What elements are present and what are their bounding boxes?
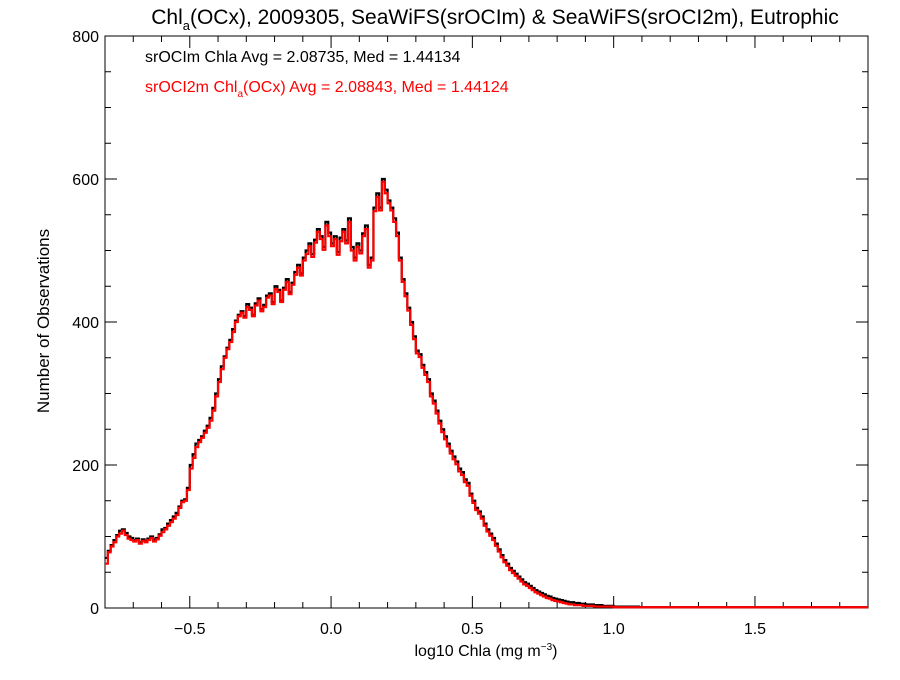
x-tick-label: 1.0 <box>603 621 625 638</box>
chart-title-sub: a <box>183 18 191 33</box>
x-tick-label: 0.0 <box>320 621 342 638</box>
chart-title-prefix: Chl <box>151 6 183 29</box>
chart-title: Chla(OCx), 2009305, SeaWiFS(srOCIm) & Se… <box>151 6 839 33</box>
x-axis-ticks: −0.5 0.0 0.5 1.0 1.5 <box>104 36 869 638</box>
y-tick-label: 400 <box>72 315 99 332</box>
x-tick-label: 0.5 <box>461 621 483 638</box>
x-tick-label: 1.5 <box>744 621 766 638</box>
legend-series-2: srOCI2m Chla(OCx) Avg = 2.08843, Med = 1… <box>145 79 509 100</box>
legend-series-2-sub: a <box>237 89 243 100</box>
y-tick-label: 600 <box>72 172 99 189</box>
legend-series-2-prefix: srOCI2m Chl <box>145 79 237 96</box>
plot-frame <box>104 35 869 609</box>
y-tick-label: 0 <box>90 601 99 618</box>
x-axis-label-suffix: ) <box>552 643 557 660</box>
y-tick-label: 800 <box>72 29 99 46</box>
legend-series-1: srOCIm Chla Avg = 2.08735, Med = 1.44134 <box>145 49 461 66</box>
x-axis-label: log10 Chla (mg m−3) <box>414 642 557 660</box>
y-axis-label: Number of Observations <box>34 229 53 413</box>
series-line-1 <box>105 177 868 609</box>
legend-series-2-suffix: (OCx) Avg = 2.08843, Med = 1.44124 <box>243 79 509 96</box>
y-tick-label: 200 <box>72 458 99 475</box>
series-layer <box>105 177 868 609</box>
y-axis-ticks: 0 200 400 600 800 <box>72 29 868 618</box>
x-axis-label-prefix: log10 Chla (mg m <box>414 643 540 660</box>
chart-title-suffix: (OCx), 2009305, SeaWiFS(srOCIm) & SeaWiF… <box>190 6 839 29</box>
x-tick-label: −0.5 <box>174 621 206 638</box>
series-line-2 <box>105 180 868 609</box>
x-axis-label-sup: −3 <box>541 642 553 653</box>
